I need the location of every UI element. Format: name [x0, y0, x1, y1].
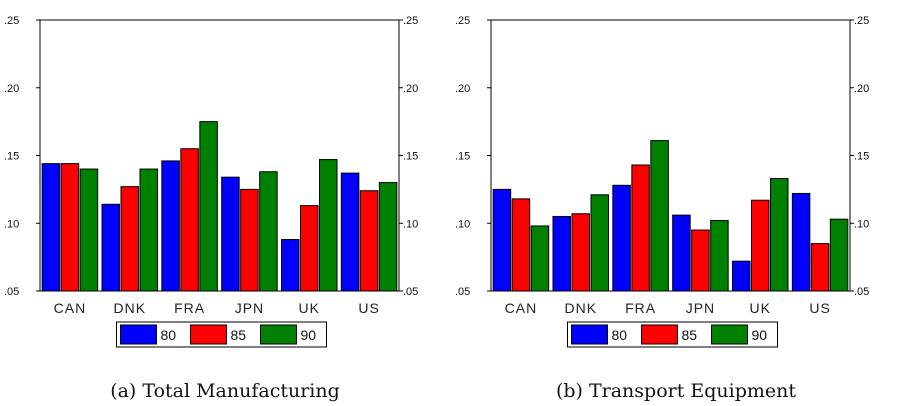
- bar: [319, 159, 338, 292]
- y-tick-label-right: .10: [854, 218, 869, 230]
- bar-chart-total-manufacturing: .05 .05 .10 .10 .15 .15 .20 .20 .25 .25 CAN DNK FRA J…: [4, 15, 418, 348]
- bar: [751, 199, 770, 292]
- y-tick-label-left: .20: [4, 83, 19, 95]
- y-tick-label-left: .05: [4, 286, 19, 298]
- legend-label: 90: [301, 327, 317, 343]
- bar: [691, 229, 710, 292]
- bar: [378, 182, 398, 292]
- y-tick-label-left: .10: [455, 218, 470, 230]
- y-tick-label-left: .20: [455, 83, 470, 95]
- bar: [590, 194, 609, 292]
- bar: [791, 192, 811, 292]
- y-tick-label-right: .05: [854, 286, 869, 298]
- chart-caption: (a) Total Manufacturing: [110, 380, 340, 402]
- bar: [101, 203, 120, 292]
- bar: [120, 186, 139, 292]
- bar: [41, 163, 61, 292]
- category-label: JPN: [686, 300, 715, 316]
- legend-label: 85: [682, 327, 698, 343]
- bar: [631, 164, 650, 292]
- legend-swatch: [571, 324, 608, 345]
- chart-panel-total-manufacturing: .05 .05 .10 .10 .15 .15 .20 .20 .25 .25 CAN DNK FRA J…: [0, 0, 450, 406]
- legend-label: 85: [231, 327, 247, 343]
- y-tick-label-right: .20: [403, 83, 418, 95]
- bar: [359, 190, 379, 292]
- category-label: DNK: [113, 300, 146, 316]
- category-label: JPN: [235, 300, 264, 316]
- bar: [710, 220, 729, 292]
- legend-label: 80: [161, 327, 177, 343]
- y-tick-label-left: .25: [4, 15, 19, 27]
- y-tick-label-right: .10: [403, 218, 418, 230]
- category-label: CAN: [54, 300, 87, 316]
- chart-caption: (b) Transport Equipment: [555, 380, 797, 402]
- bar: [552, 215, 571, 292]
- legend-swatch: [641, 324, 678, 345]
- category-label: US: [809, 300, 830, 316]
- bar: [770, 178, 789, 292]
- y-tick-label-left: .15: [455, 151, 470, 163]
- legend-swatch: [711, 324, 748, 345]
- legend-swatch: [190, 324, 227, 345]
- bar: [492, 188, 512, 292]
- bar: [810, 243, 830, 292]
- bar: [139, 168, 158, 292]
- chart-panel-transport-equipment: .05 .05 .10 .10 .15 .15 .20 .20 .25 .25 CAN DNK FRA J…: [451, 0, 901, 406]
- y-tick-label-right: .20: [854, 83, 869, 95]
- legend-label: 80: [612, 327, 628, 343]
- category-label: DNK: [564, 300, 597, 316]
- legend-label: 90: [752, 327, 768, 343]
- bar-chart-transport-equipment: .05 .05 .10 .10 .15 .15 .20 .20 .25 .25 CAN DNK FRA J…: [455, 15, 869, 348]
- y-tick-label-right: .05: [403, 286, 418, 298]
- bar: [240, 188, 259, 292]
- bar: [259, 171, 278, 292]
- y-tick-label-left: .15: [4, 151, 19, 163]
- legend-swatch: [120, 324, 157, 345]
- bar: [571, 213, 590, 292]
- bar: [180, 148, 199, 292]
- bar: [829, 218, 849, 292]
- category-label: UK: [299, 300, 320, 316]
- bar: [199, 121, 218, 292]
- bar: [511, 198, 531, 292]
- y-tick-label-left: .25: [455, 15, 470, 27]
- category-label: CAN: [505, 300, 538, 316]
- bar: [650, 140, 669, 292]
- y-tick-label-left: .10: [4, 218, 19, 230]
- bar: [79, 168, 99, 292]
- bar: [672, 214, 691, 292]
- bar: [221, 176, 240, 292]
- legend-swatch: [260, 324, 297, 345]
- category-label: UK: [750, 300, 771, 316]
- y-tick-label-right: .25: [854, 15, 869, 27]
- bar: [340, 172, 360, 292]
- y-tick-label-right: .15: [854, 151, 869, 163]
- bar: [60, 163, 80, 292]
- bar: [612, 184, 631, 292]
- category-label: FRA: [625, 300, 656, 316]
- bar: [161, 160, 180, 292]
- category-label: US: [358, 300, 379, 316]
- bar: [300, 205, 319, 292]
- y-tick-label-right: .15: [403, 151, 418, 163]
- bar: [530, 225, 550, 292]
- y-tick-label-left: .05: [455, 286, 470, 298]
- category-label: FRA: [174, 300, 205, 316]
- bar: [732, 260, 751, 292]
- bar: [281, 239, 300, 292]
- y-tick-label-right: .25: [403, 15, 418, 27]
